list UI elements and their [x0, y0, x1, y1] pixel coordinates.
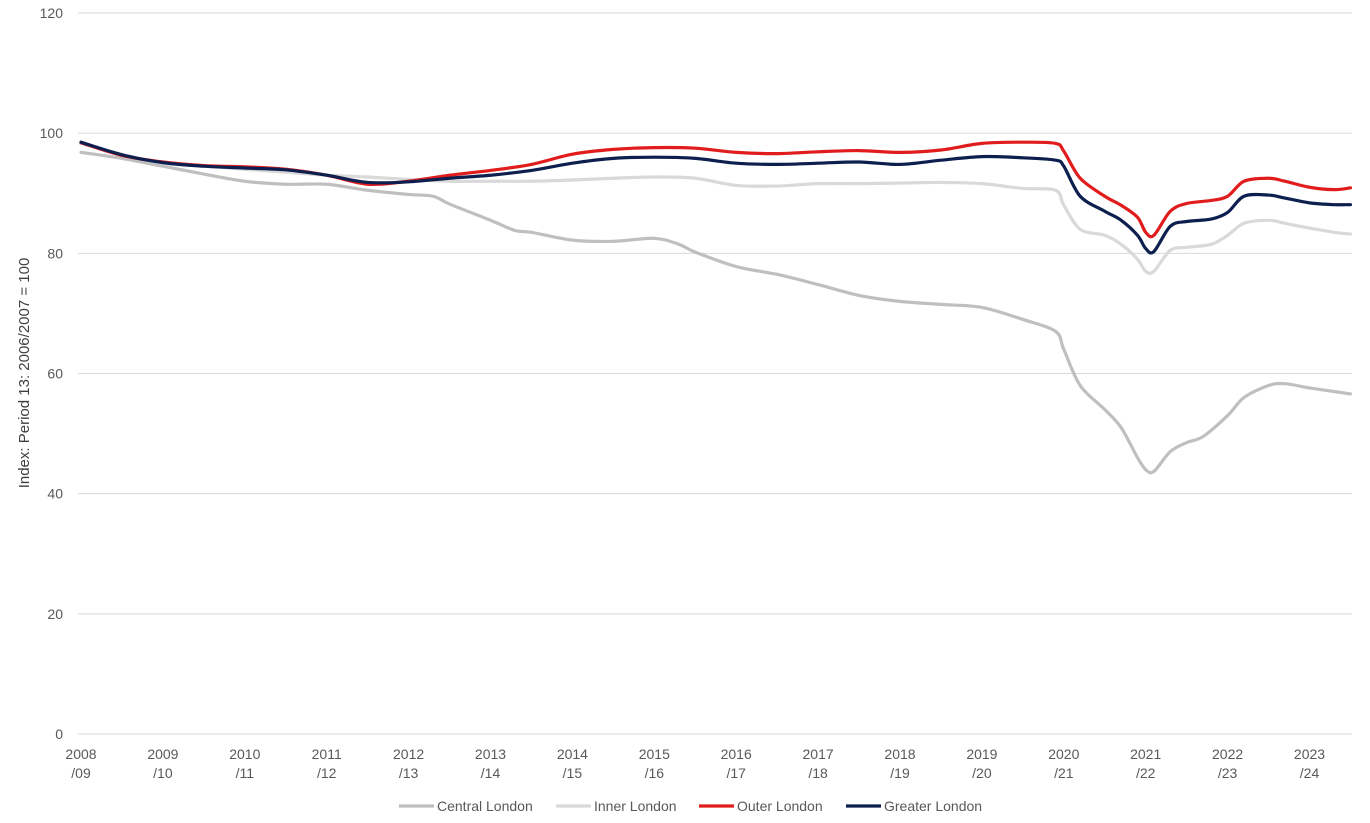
x-tick-label: 2009	[147, 746, 178, 762]
x-tick-label: /24	[1300, 765, 1320, 781]
y-tick-label: 80	[47, 245, 63, 261]
x-tick-label: /10	[153, 765, 173, 781]
x-tick-label: /19	[890, 765, 910, 781]
y-axis-title: Index: Period 13: 2006/2007 = 100	[16, 258, 33, 489]
x-tick-label: 2017	[803, 746, 834, 762]
y-tick-label: 0	[55, 726, 63, 742]
x-tick-label: /22	[1136, 765, 1156, 781]
legend-label-inner-london: Inner London	[594, 798, 677, 814]
x-tick-label: 2016	[721, 746, 752, 762]
x-tick-label: 2010	[229, 746, 260, 762]
series-line-inner-london	[79, 141, 1353, 275]
x-tick-label: 2011	[312, 746, 342, 762]
x-tick-label: /15	[563, 765, 583, 781]
x-tick-label: /14	[481, 765, 501, 781]
x-tick-label: /13	[399, 765, 419, 781]
x-tick-label: /16	[645, 765, 665, 781]
series-line-greater-london	[79, 140, 1353, 255]
x-tick-label: /20	[972, 765, 992, 781]
y-tick-label: 40	[47, 486, 63, 502]
series-line-outer-london	[79, 140, 1353, 239]
legend: Central London Inner London Outer London Gr…	[399, 798, 982, 814]
x-tick-label: /18	[808, 765, 828, 781]
y-axis-ticks: 0 20 40 60 80 100 120	[40, 5, 64, 742]
x-tick-label: 2020	[1048, 746, 1079, 762]
x-tick-label: 2014	[557, 746, 588, 762]
legend-label-central-london: Central London	[437, 798, 533, 814]
x-tick-label: 2015	[639, 746, 670, 762]
x-tick-label: 2008	[65, 746, 96, 762]
x-tick-label: 2012	[393, 746, 424, 762]
x-tick-label: 2019	[966, 746, 997, 762]
x-tick-label: 2018	[884, 746, 915, 762]
x-tick-label: /09	[71, 765, 91, 781]
series-lines	[79, 140, 1353, 475]
y-tick-label: 100	[40, 125, 64, 141]
x-axis-ticks: 2008/09 2009/10 2010/11 2011/12 2012/13 2013 /…	[65, 746, 1325, 781]
x-tick-label: 2023	[1294, 746, 1325, 762]
series-line-central-london	[79, 150, 1353, 475]
x-tick-label: 2021	[1130, 746, 1161, 762]
x-tick-label: /17	[726, 765, 746, 781]
legend-label-greater-london: Greater London	[884, 798, 982, 814]
x-tick-label: /23	[1218, 765, 1238, 781]
x-tick-label: 2022	[1212, 746, 1243, 762]
x-tick-label: /12	[317, 765, 337, 781]
gridlines	[78, 12, 1352, 735]
y-tick-label: 20	[47, 606, 63, 622]
y-tick-label: 60	[47, 366, 63, 382]
x-tick-label: 2013	[475, 746, 506, 762]
x-tick-label: /11	[236, 765, 255, 781]
y-tick-label: 120	[40, 5, 64, 21]
x-tick-label: /21	[1054, 765, 1074, 781]
legend-label-outer-london: Outer London	[737, 798, 823, 814]
